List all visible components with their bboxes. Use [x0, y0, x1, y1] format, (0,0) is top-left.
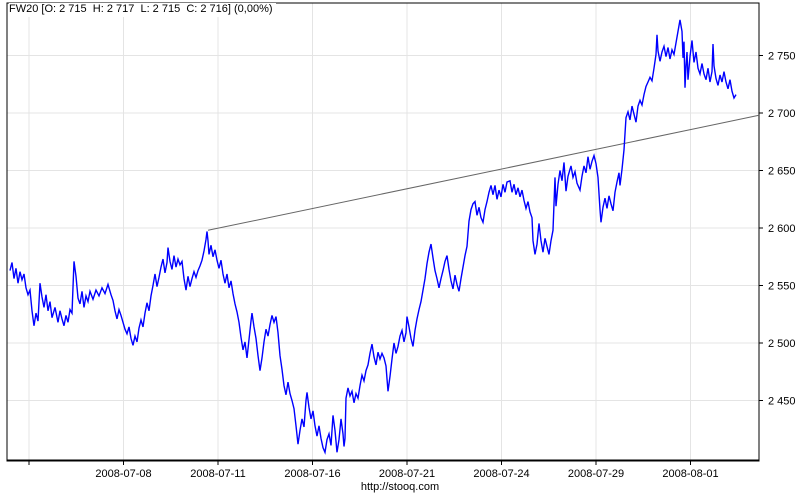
y-tick-label: 2 600 — [768, 223, 796, 235]
y-tick-label: 2 650 — [768, 166, 796, 178]
y-tick-label: 2 750 — [768, 51, 796, 63]
x-tick-label: 2008-07-21 — [379, 468, 435, 480]
y-tick-label: 2 500 — [768, 338, 796, 350]
x-tick-label: 2008-07-29 — [568, 468, 624, 480]
x-tick-label: 2008-07-24 — [473, 468, 529, 480]
y-tick-label: 2 700 — [768, 108, 796, 120]
plot-border — [6, 2, 760, 462]
x-tick-label: 2008-07-11 — [190, 468, 245, 480]
y-tick-label: 2 450 — [768, 396, 796, 408]
y-tick-label: 2 550 — [768, 281, 796, 293]
chart-ohlc-header: FW20 [O: 2 715 H: 2 717 L: 2 715 C: 2 71… — [9, 3, 276, 17]
x-tick-label: 2008-07-08 — [95, 468, 151, 480]
trend-line — [207, 114, 760, 231]
x-tick-label: 2008-08-01 — [662, 468, 718, 480]
price-line — [9, 19, 737, 455]
x-tick-label: 2008-07-16 — [284, 468, 340, 480]
site-url: http://stooq.com — [360, 481, 440, 493]
